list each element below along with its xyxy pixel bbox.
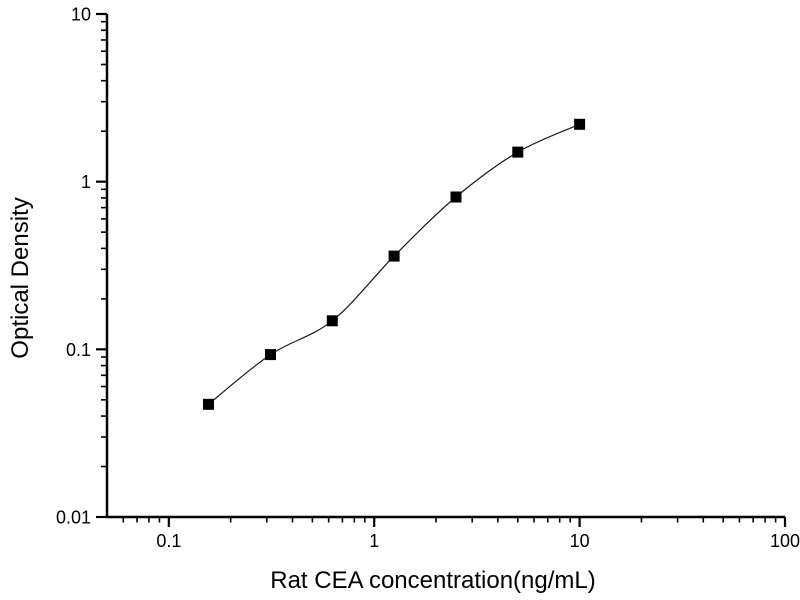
data-point-marker bbox=[450, 191, 462, 203]
x-axis-title: Rat CEA concentration(ng/mL) bbox=[270, 567, 596, 594]
y-tick-label: 0.01 bbox=[56, 508, 91, 528]
markers-layer bbox=[203, 118, 586, 410]
data-point-marker bbox=[326, 315, 338, 327]
y-tick-label: 10 bbox=[71, 5, 91, 25]
x-tick-label: 0.1 bbox=[156, 531, 181, 551]
y-tick-label: 0.1 bbox=[66, 340, 91, 360]
x-tick-label: 10 bbox=[570, 531, 590, 551]
x-tick-label: 100 bbox=[770, 531, 800, 551]
data-point-marker bbox=[203, 398, 214, 410]
tick-labels-layer: 0.1 1 10 100 0.01 0.1 1 10 bbox=[56, 5, 800, 552]
data-point-marker bbox=[574, 118, 586, 130]
x-tick-label: 1 bbox=[369, 531, 379, 551]
data-point-marker bbox=[388, 250, 400, 262]
data-point-marker bbox=[265, 349, 276, 361]
y-tick-label: 1 bbox=[81, 172, 91, 192]
ticks-layer bbox=[96, 12, 787, 527]
data-point-marker bbox=[512, 146, 524, 158]
axes-layer bbox=[105, 14, 785, 519]
curve-layer bbox=[208, 123, 580, 405]
y-axis-title: Optical Density bbox=[7, 197, 34, 358]
fit-curve bbox=[208, 123, 580, 405]
